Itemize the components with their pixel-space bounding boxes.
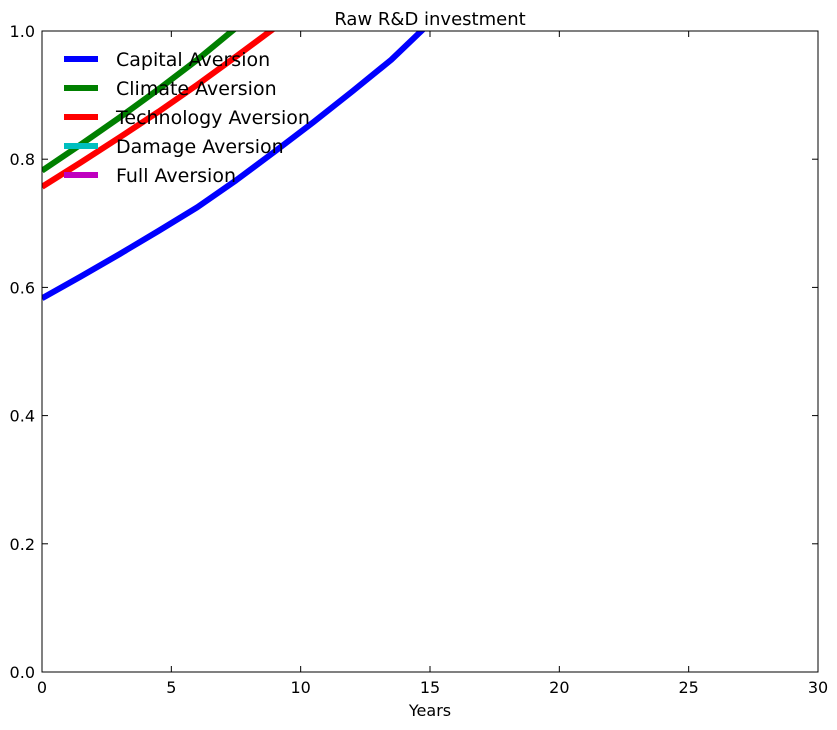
series-line-capital-aversion — [42, 31, 426, 301]
legend-label-technology-aversion: Technology Aversion — [115, 107, 310, 129]
y-tick-label: 0.2 — [10, 535, 35, 554]
y-tick-label: 1.0 — [10, 22, 35, 41]
x-tick-label: 20 — [549, 678, 569, 697]
x-tick-label: 15 — [420, 678, 440, 697]
series-line-technology-aversion — [42, 31, 276, 190]
legend-label-climate-aversion: Climate Aversion — [116, 78, 277, 100]
chart-title: Raw R&D investment — [334, 9, 525, 30]
axis-ticks: 0 5 10 15 20 25 30 0.0 0.2 0.4 0.6 0.8 1.0 — [10, 22, 829, 697]
y-tick-label: 0.0 — [10, 663, 35, 682]
legend-label-damage-aversion: Damage Aversion — [116, 136, 284, 158]
x-tick-label: 10 — [290, 678, 310, 697]
legend-label-full-aversion: Full Aversion — [116, 165, 236, 187]
y-tick-label: 0.4 — [10, 407, 35, 426]
x-axis-label: Years — [408, 701, 451, 720]
x-tick-label: 30 — [808, 678, 828, 697]
x-tick-label: 0 — [37, 678, 47, 697]
x-tick-label: 5 — [166, 678, 176, 697]
x-tick-label: 25 — [678, 678, 698, 697]
y-tick-label: 0.8 — [10, 150, 35, 169]
y-tick-label: 0.6 — [10, 278, 35, 297]
legend-label-capital-aversion: Capital Aversion — [116, 49, 270, 71]
legend: Capital Aversion Climate Aversion Technolo… — [64, 49, 310, 187]
